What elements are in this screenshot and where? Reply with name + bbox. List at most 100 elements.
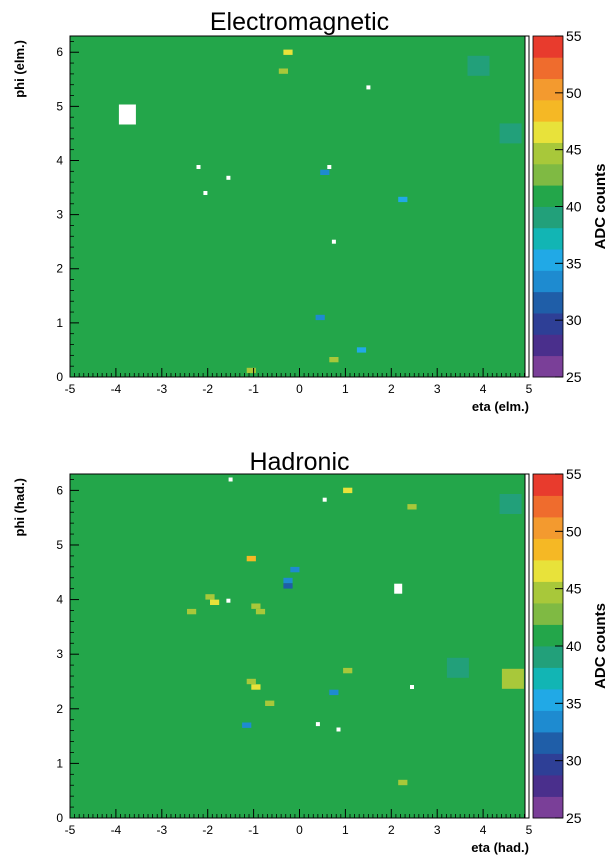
colorbar-tick-label: 30: [566, 753, 582, 769]
heatmap-panel-0: [69, 35, 564, 378]
chart-title: Electromagnetic: [210, 8, 389, 36]
colorbar-segment: [533, 206, 563, 229]
heatmap-cell: [283, 583, 293, 589]
colorbar-segment: [533, 57, 563, 80]
colorbar-tick-label: 55: [566, 28, 582, 44]
colorbar-segment: [533, 227, 563, 250]
colorbar-segment: [533, 603, 563, 625]
x-tick-label: -4: [111, 382, 122, 396]
colorbar-segment: [533, 753, 563, 776]
heatmap-cell: [187, 608, 197, 615]
y-axis-label: phi (had.): [12, 478, 27, 537]
heatmap-cell: [499, 494, 522, 514]
heatmap-cell: [322, 497, 327, 502]
heatmap-cell: [343, 667, 353, 674]
colorbar-segment: [533, 624, 563, 647]
x-tick-label: -2: [202, 382, 213, 396]
y-tick-label: 2: [56, 702, 63, 716]
chart-title: Hadronic: [249, 448, 349, 476]
heatmap-cell: [265, 700, 275, 706]
empty-edge-strip: [525, 474, 529, 818]
x-tick-label: 0: [296, 823, 303, 837]
heatmap-cell: [327, 165, 332, 169]
y-tick-label: 2: [56, 262, 63, 276]
y-tick-label: 3: [56, 647, 63, 661]
heatmap-cell: [255, 608, 266, 615]
heatmap-cell: [410, 685, 414, 689]
x-tick-label: -3: [156, 823, 167, 837]
y-tick-label: 1: [56, 756, 63, 770]
colorbar-segment: [533, 689, 563, 711]
heatmap-cell: [242, 722, 252, 728]
colorbar-segment: [533, 775, 563, 797]
colorbar-segment: [533, 142, 563, 165]
x-tick-label: 5: [526, 823, 533, 837]
x-tick-label: 4: [480, 382, 487, 396]
heatmap-cell: [336, 727, 341, 732]
x-tick-label: 3: [434, 382, 441, 396]
colorbar-tick-label: 50: [566, 523, 582, 539]
x-tick-label: 2: [388, 823, 395, 837]
y-tick-label: 6: [56, 45, 63, 59]
x-tick-label: -4: [111, 823, 122, 837]
colorbar-segment: [533, 560, 563, 582]
heatmap-cell: [499, 123, 522, 144]
colorbar-tick-label: 25: [566, 369, 582, 385]
x-tick-label: -2: [202, 823, 213, 837]
x-tick-label: 4: [480, 823, 487, 837]
x-tick-label: 1: [342, 382, 349, 396]
colorbar-tick-label: 50: [566, 85, 582, 101]
heatmap-cell: [283, 49, 293, 55]
heatmap-cell: [246, 678, 256, 685]
heatmap-cell: [246, 555, 256, 562]
colorbar-segment: [533, 121, 563, 143]
colorbar-segment: [533, 581, 563, 604]
x-tick-label: -1: [248, 382, 259, 396]
colorbar-segment: [533, 249, 563, 271]
colorbar-segment: [533, 710, 563, 733]
heatmap-cell: [343, 487, 353, 494]
x-tick-label: 3: [434, 823, 441, 837]
heatmap-cell: [283, 577, 293, 584]
heatmap-cell: [315, 314, 325, 321]
colorbar-segment: [533, 517, 563, 539]
y-tick-label: 4: [56, 593, 63, 607]
heatmap-cell: [467, 55, 490, 76]
colorbar-label: ADC counts: [592, 164, 609, 250]
heatmap-cell: [331, 239, 336, 244]
heatmap-cell: [226, 175, 231, 180]
colorbar-tick-label: 40: [566, 638, 582, 654]
heatmap-cell: [320, 169, 330, 175]
heatmap-cell: [398, 196, 408, 203]
heatmap-cell: [205, 594, 215, 600]
heatmap-cell: [366, 85, 371, 90]
colorbar-segment: [533, 185, 563, 207]
heatmap-cell: [118, 104, 136, 125]
y-tick-label: 0: [56, 811, 63, 825]
colorbar-segment: [533, 78, 563, 101]
x-tick-label: 2: [388, 382, 395, 396]
y-tick-label: 4: [56, 153, 63, 167]
y-tick-label: 5: [56, 538, 63, 552]
y-axis-label: phi (elm.): [12, 40, 27, 98]
y-tick-label: 5: [56, 99, 63, 113]
heatmap-cell: [210, 599, 220, 605]
x-tick-label: -1: [248, 823, 259, 837]
colorbar-tick-label: 35: [566, 255, 582, 271]
heatmap-cell: [446, 657, 469, 678]
colorbar-tick-label: 45: [566, 581, 582, 597]
colorbar-tick-label: 25: [566, 810, 582, 826]
colorbar-segment: [533, 99, 563, 122]
y-tick-label: 3: [56, 208, 63, 222]
colorbar-tick-label: 35: [566, 695, 582, 711]
y-tick-label: 1: [56, 316, 63, 330]
heatmap-cell: [228, 477, 233, 482]
heatmap-cell: [251, 603, 261, 609]
colorbar-label: ADC counts: [592, 603, 609, 689]
heatmap-cell: [329, 357, 339, 363]
y-tick-label: 6: [56, 483, 63, 497]
heatmap-cell: [203, 191, 208, 195]
heatmap-cell: [226, 598, 231, 603]
x-tick-label: -5: [65, 823, 76, 837]
